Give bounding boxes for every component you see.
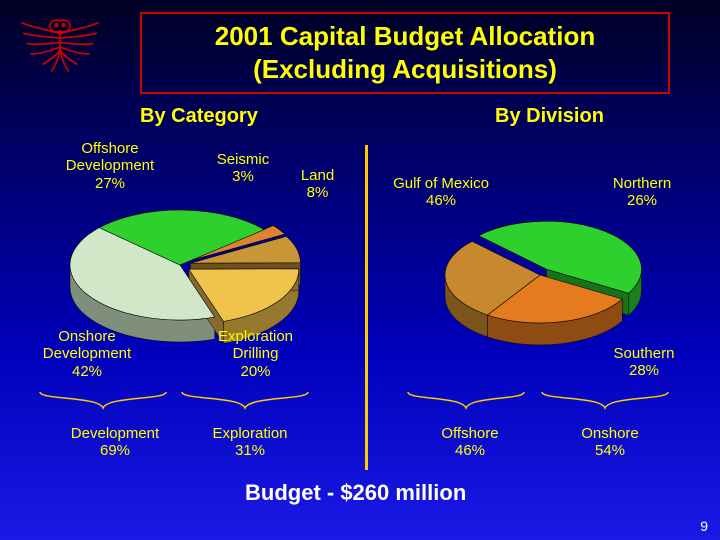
group-exploration: Exploration31%: [195, 425, 305, 460]
label-offshore-dev: OffshoreDevelopment27%: [60, 140, 160, 192]
page-number: 9: [700, 518, 708, 534]
group-onshore: Onshore54%: [560, 425, 660, 460]
brace-left-expl: [180, 390, 310, 412]
label-gulf-mexico: Gulf of Mexico46%: [386, 175, 496, 210]
label-onshore-dev: OnshoreDevelopment42%: [32, 328, 142, 380]
budget-total: Budget - $260 million: [245, 480, 466, 506]
label-seismic: Seismic3%: [208, 151, 278, 186]
label-land: Land8%: [290, 167, 345, 202]
brace-left-dev: [38, 390, 168, 412]
brace-right-offshore: [406, 390, 526, 412]
group-offshore: Offshore46%: [420, 425, 520, 460]
brace-right-onshore: [540, 390, 670, 412]
label-southern: Southern28%: [604, 345, 684, 380]
label-expl-drilling: ExplorationDrilling20%: [208, 328, 303, 380]
group-development: Development69%: [55, 425, 175, 460]
label-northern: Northern26%: [602, 175, 682, 210]
